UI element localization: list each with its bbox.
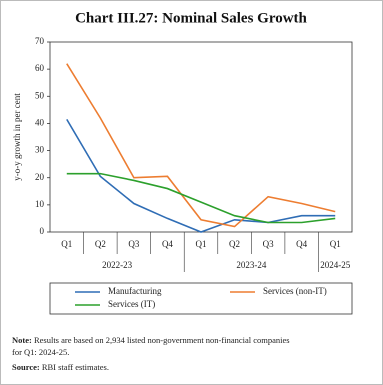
y-tick-label: 50 (35, 90, 45, 100)
y-tick-label: 0 (40, 226, 45, 236)
y-axis-label: y-o-y growth in per cent (12, 93, 22, 181)
series-line (66, 118, 336, 233)
x-tick-label: Q4 (162, 239, 173, 249)
source-text: RBI staff estimates. (42, 362, 109, 372)
group-label: 2022-23 (102, 260, 132, 270)
source: Source: RBI staff estimates. (12, 362, 109, 372)
x-tick-label: Q2 (229, 239, 240, 249)
note-label: Note: (12, 335, 32, 345)
note: Note: Results are based on 2,934 listed … (12, 335, 290, 345)
y-tick-label: 30 (35, 145, 45, 155)
legend-box (49, 282, 353, 315)
legend-label: Manufacturing (108, 286, 162, 296)
legend-label: Services (non-IT) (263, 286, 327, 296)
chart-title: Chart III.27: Nominal Sales Growth (75, 10, 307, 26)
y-tick-label: 10 (35, 199, 45, 209)
y-tick-label: 70 (35, 36, 45, 46)
note-line: for Q1: 2024-25. (12, 347, 69, 357)
source-label: Source: (12, 362, 40, 372)
group-label: 2024-25 (320, 260, 350, 270)
x-tick-label: Q1 (61, 239, 72, 249)
series-line (66, 63, 336, 228)
y-tick-label: 60 (35, 63, 45, 73)
x-tick-label: Q3 (128, 239, 139, 249)
x-tick-label: Q4 (296, 239, 307, 249)
series-line (66, 172, 336, 224)
note-text: Results are based on 2,934 listed non-go… (34, 335, 290, 345)
x-tick-label: Q1 (330, 239, 341, 249)
x-tick-label: Q3 (263, 239, 274, 249)
x-tick-label: Q2 (95, 239, 106, 249)
legend-label: Services (IT) (108, 299, 155, 309)
group-label: 2023-24 (236, 260, 266, 270)
y-tick-label: 20 (35, 172, 45, 182)
y-tick-label: 40 (35, 117, 45, 127)
x-tick-label: Q1 (196, 239, 207, 249)
